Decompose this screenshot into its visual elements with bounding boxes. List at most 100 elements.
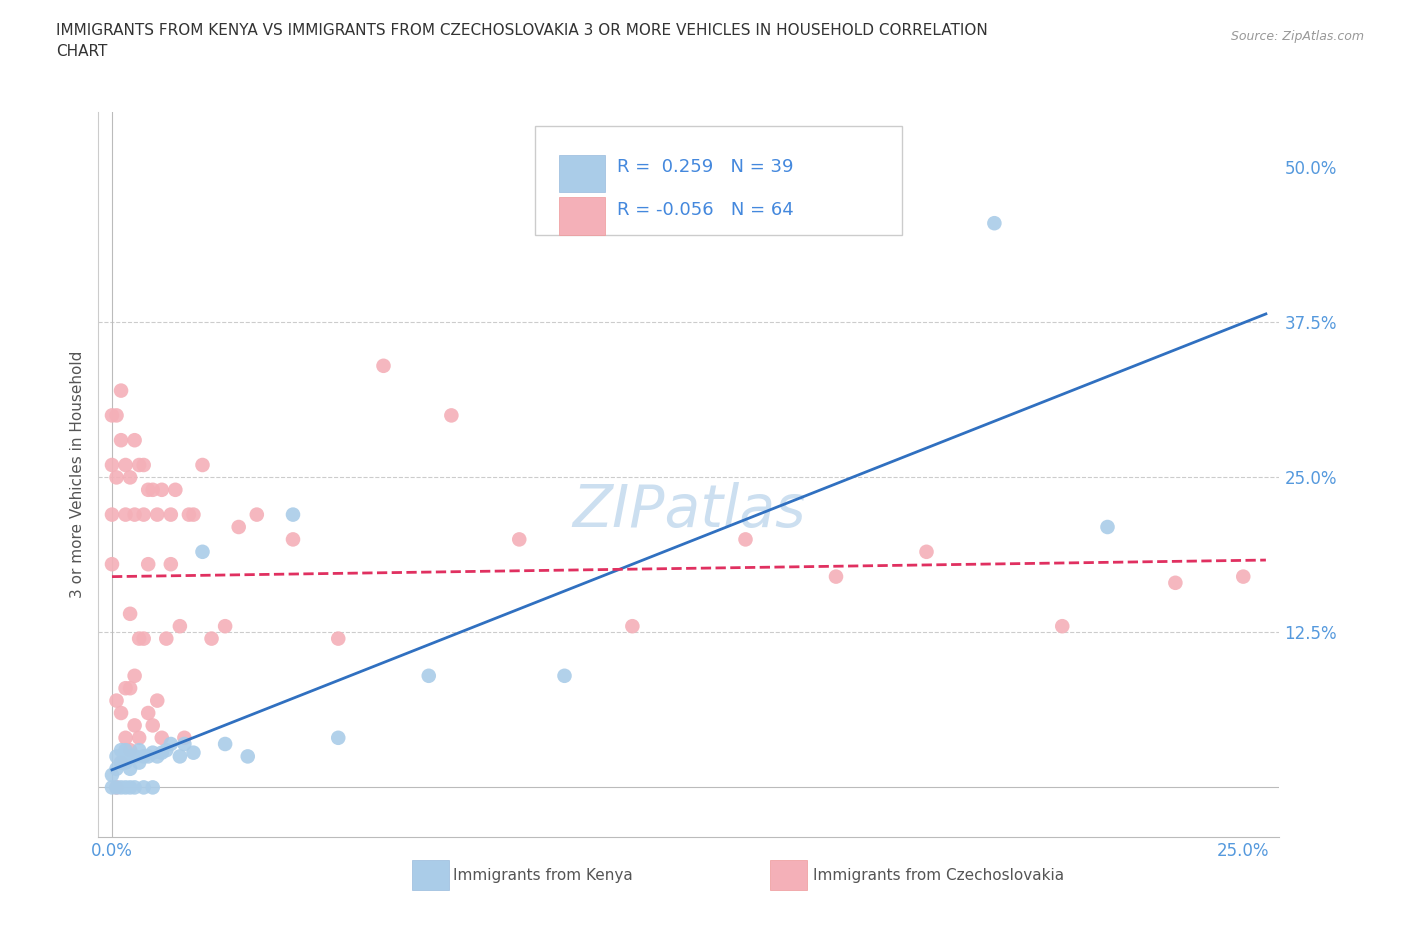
Point: [136, 557, 159, 572]
Point: [328, 730, 350, 745]
Point: [105, 470, 128, 485]
Text: IMMIGRANTS FROM KENYA VS IMMIGRANTS FROM CZECHOSLOVAKIA 3 OR MORE VEHICLES IN HO: IMMIGRANTS FROM KENYA VS IMMIGRANTS FROM…: [56, 23, 988, 38]
Point: [120, 606, 142, 621]
Point: [105, 780, 128, 795]
Text: R =  0.259   N = 39: R = 0.259 N = 39: [617, 158, 793, 177]
Point: [734, 532, 756, 547]
Point: [1097, 520, 1119, 535]
Point: [328, 631, 350, 646]
Point: [983, 216, 1005, 231]
Point: [150, 483, 173, 498]
Point: [105, 408, 128, 423]
Point: [508, 532, 530, 547]
Text: Immigrants from Czechoslovakia: Immigrants from Czechoslovakia: [813, 868, 1064, 883]
FancyBboxPatch shape: [560, 154, 605, 193]
Point: [159, 507, 181, 522]
Point: [132, 458, 155, 472]
Point: [128, 755, 150, 770]
Point: [128, 743, 150, 758]
Point: [120, 743, 142, 758]
Point: [214, 618, 236, 633]
Point: [110, 383, 132, 398]
Point: [915, 544, 938, 559]
Point: [169, 749, 191, 764]
Point: [281, 507, 304, 522]
Point: [114, 458, 136, 472]
Point: [128, 458, 150, 472]
Point: [132, 507, 155, 522]
Point: [1232, 569, 1254, 584]
Point: [281, 532, 304, 547]
Point: [105, 762, 128, 777]
Point: [120, 780, 142, 795]
Point: [169, 618, 191, 633]
FancyBboxPatch shape: [536, 126, 901, 235]
Point: [553, 669, 575, 684]
Point: [150, 730, 173, 745]
Point: [825, 569, 848, 584]
Point: [173, 737, 195, 751]
Point: [105, 693, 128, 708]
Point: [124, 669, 146, 684]
Point: [110, 780, 132, 795]
Point: [142, 745, 165, 760]
Point: [155, 743, 177, 758]
Point: [101, 780, 124, 795]
Point: [150, 745, 173, 760]
Point: [146, 507, 169, 522]
Point: [120, 749, 142, 764]
Text: CHART: CHART: [56, 44, 108, 59]
Point: [440, 408, 463, 423]
Point: [120, 681, 142, 696]
Point: [136, 749, 159, 764]
Point: [114, 681, 136, 696]
Text: Immigrants from Kenya: Immigrants from Kenya: [453, 868, 633, 883]
FancyBboxPatch shape: [560, 197, 605, 234]
Point: [1164, 576, 1187, 591]
Point: [110, 743, 132, 758]
Point: [142, 780, 165, 795]
Point: [214, 737, 236, 751]
Point: [124, 780, 146, 795]
Point: [120, 470, 142, 485]
Point: [105, 780, 128, 795]
Point: [114, 730, 136, 745]
Point: [132, 780, 155, 795]
Point: [132, 631, 155, 646]
Point: [373, 358, 395, 373]
Point: [110, 755, 132, 770]
Point: [155, 631, 177, 646]
Y-axis label: 3 or more Vehicles in Household: 3 or more Vehicles in Household: [70, 351, 86, 598]
Point: [142, 483, 165, 498]
Point: [159, 557, 181, 572]
Point: [114, 743, 136, 758]
Point: [183, 745, 205, 760]
Point: [101, 557, 124, 572]
Point: [101, 458, 124, 472]
Point: [191, 544, 214, 559]
Point: [191, 458, 214, 472]
Text: ZIPatlas: ZIPatlas: [572, 482, 806, 539]
Point: [1052, 618, 1074, 633]
Point: [136, 483, 159, 498]
Text: Source: ZipAtlas.com: Source: ZipAtlas.com: [1230, 30, 1364, 43]
Point: [120, 762, 142, 777]
Point: [114, 755, 136, 770]
Point: [183, 507, 205, 522]
Point: [128, 631, 150, 646]
Point: [124, 432, 146, 447]
Point: [124, 718, 146, 733]
Point: [110, 706, 132, 721]
Point: [236, 749, 259, 764]
Text: R = -0.056   N = 64: R = -0.056 N = 64: [617, 201, 793, 219]
Point: [173, 730, 195, 745]
Point: [418, 669, 440, 684]
Point: [114, 507, 136, 522]
Point: [165, 483, 187, 498]
Point: [124, 507, 146, 522]
Point: [200, 631, 222, 646]
Point: [228, 520, 250, 535]
Point: [132, 749, 155, 764]
Point: [110, 432, 132, 447]
Point: [110, 755, 132, 770]
